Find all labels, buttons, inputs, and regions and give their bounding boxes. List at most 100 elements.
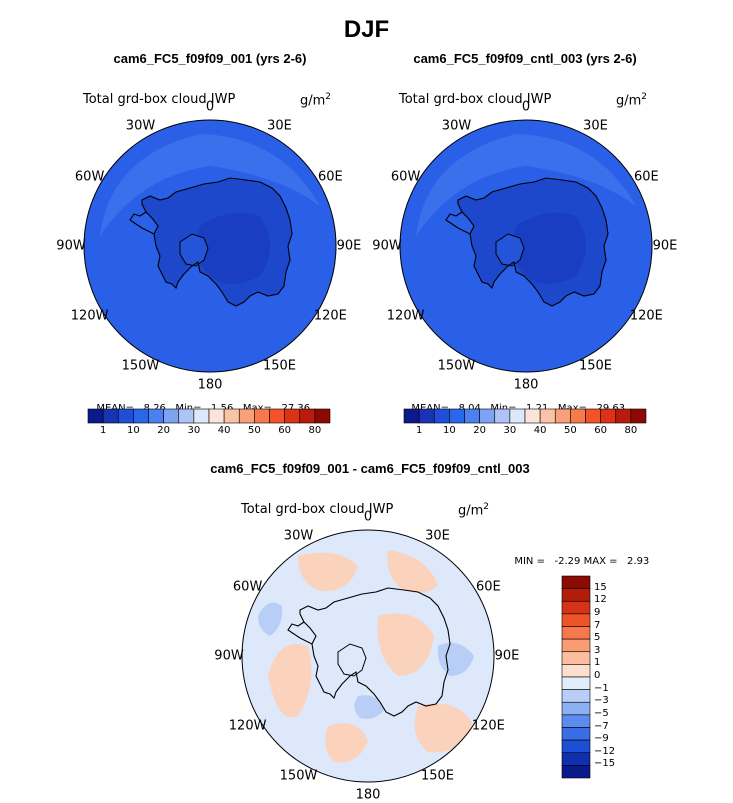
- colorbar-swatch: [554, 408, 571, 424]
- colorbar-swatch: [284, 408, 301, 424]
- colorbar-tick-label: 15: [594, 581, 607, 593]
- colorbar-swatch: [524, 408, 541, 424]
- colorbar-tick-label: 9: [594, 606, 601, 618]
- peninsula-coastline: [445, 211, 471, 235]
- field-anomaly-1: [268, 644, 312, 718]
- colorbar-tick-label: 30: [187, 425, 201, 436]
- colorbar-tick-label: 10: [443, 425, 456, 436]
- panel-1-stats: MEAN= 8.26 Min= 1.56 Max= 27.36: [96, 403, 311, 414]
- panel-2-lon-label: 90W: [372, 238, 402, 254]
- panel-2-lon-label: 30E: [583, 118, 608, 134]
- panel-3-map: [241, 529, 495, 783]
- colorbar-swatch: [615, 408, 632, 424]
- field-anomaly-8: [437, 642, 474, 676]
- panel-1-lon-label: 30W: [125, 118, 156, 134]
- colorbar-swatch: [223, 408, 240, 424]
- panel-2-colorbar: [403, 408, 647, 424]
- ice-shelf-coastline: [495, 233, 525, 267]
- colorbar-tick-label: 20: [157, 425, 170, 436]
- colorbar-swatch: [433, 408, 450, 424]
- field-anomaly-2: [298, 552, 358, 591]
- colorbar-swatch: [102, 408, 119, 424]
- field-anomaly-7: [258, 602, 283, 636]
- peninsula-coastline: [129, 211, 155, 235]
- panel-1-lon-label: 180: [197, 377, 223, 393]
- panel-2-variable-label: Total grd-box cloud IWP: [399, 92, 552, 107]
- ice-shelf-coastline: [179, 233, 209, 267]
- map-field: [242, 530, 494, 782]
- main-title: DJF: [343, 16, 390, 43]
- colorbar-tick-label: −1: [594, 682, 609, 694]
- colorbar-tick-label: −5: [594, 707, 609, 719]
- field-plateau: [196, 212, 270, 284]
- colorbar-tick-label: 60: [278, 425, 291, 436]
- colorbar-swatch: [117, 408, 134, 424]
- panel-1-lon-label: 30E: [267, 118, 292, 134]
- coastline: [457, 177, 609, 307]
- colorbar-swatch: [464, 408, 480, 424]
- colorbar-tick-label: 40: [217, 425, 231, 436]
- map-field: [84, 120, 336, 372]
- colorbar-tick-label: 1: [99, 425, 107, 436]
- colorbar-swatch: [561, 651, 591, 665]
- panel-1-colorbar: [87, 408, 331, 424]
- panel-3-stats: MIN = -2.29 MAX = 2.93: [514, 556, 650, 567]
- colorbar-tick-label: 7: [594, 619, 601, 631]
- colorbar-swatch: [269, 408, 285, 424]
- colorbar-swatch: [178, 408, 195, 424]
- panel-3-lon-label: 120E: [471, 718, 505, 733]
- colorbar-tick-label: 5: [594, 632, 601, 644]
- panel-3-lon-label: 0: [363, 509, 373, 525]
- panel-3-colorbar: [561, 575, 591, 779]
- colorbar-tick-label: −7: [594, 720, 609, 732]
- colorbar-swatch: [561, 752, 591, 766]
- peninsula-coastline: [287, 621, 313, 645]
- panel-1-lon-label: 150E: [262, 358, 297, 374]
- colorbar-tick-label: 1: [415, 425, 423, 436]
- panel-1-lon-label: 120E: [313, 308, 347, 323]
- colorbar-swatch: [254, 408, 270, 424]
- map-boundary: [241, 529, 495, 783]
- coastline: [141, 177, 293, 307]
- colorbar-swatch: [561, 575, 591, 589]
- panel-2-lon-label: 0: [521, 99, 531, 115]
- colorbar-tick-label: 20: [473, 425, 486, 436]
- field-anomaly-9: [354, 695, 384, 719]
- colorbar-swatch: [561, 701, 591, 716]
- panel-3-lon-label: 90E: [494, 648, 520, 664]
- colorbar-swatch: [561, 676, 591, 690]
- panel-3-lon-label: 120W: [228, 718, 267, 733]
- colorbar-tick-label: 0: [594, 670, 601, 681]
- field-band: [416, 134, 636, 236]
- colorbar-tick-label: 30: [503, 425, 517, 436]
- colorbar-swatch: [561, 588, 591, 602]
- colorbar-swatch: [561, 727, 591, 741]
- panel-3-lon-label: 60E: [475, 579, 501, 594]
- field-anomaly-6: [325, 723, 368, 763]
- map-field: [400, 120, 652, 372]
- colorbar-tick-label: 12: [594, 594, 607, 606]
- panel-2-units: g/m2: [616, 92, 648, 109]
- field-anomaly-5: [414, 703, 474, 753]
- colorbar-tick-label: 1: [594, 657, 601, 669]
- panel-3-lon-label: 30E: [425, 528, 450, 544]
- field-plateau: [512, 212, 586, 284]
- colorbar-swatch: [561, 689, 591, 703]
- colorbar-tick-label: −15: [594, 758, 616, 770]
- colorbar-swatch: [148, 408, 164, 424]
- panel-2-lon-label: 60E: [633, 169, 659, 184]
- panel-1-lon-label: 60E: [317, 169, 343, 184]
- ice-shelf-coastline: [337, 643, 367, 677]
- colorbar-swatch: [494, 408, 511, 424]
- colorbar-swatch: [87, 408, 104, 424]
- colorbar-tick-label: 40: [533, 425, 547, 436]
- colorbar-swatch: [314, 408, 331, 424]
- colorbar-swatch: [418, 408, 435, 424]
- colorbar-tick-label: 80: [624, 425, 638, 436]
- panel-1-map: [83, 119, 337, 373]
- colorbar-tick-label: 80: [308, 425, 322, 436]
- field-band: [100, 134, 320, 236]
- panel-2-map: [399, 119, 653, 373]
- panel-3-lon-label: 180: [355, 787, 381, 803]
- colorbar-swatch: [561, 613, 591, 627]
